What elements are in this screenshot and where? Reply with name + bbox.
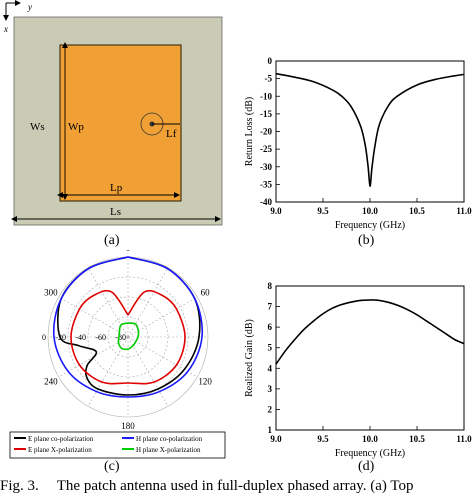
x-tick-label: 9.5 — [317, 434, 329, 444]
ls-label: Ls — [110, 206, 121, 218]
panel-a-label: (a) — [104, 233, 120, 248]
x-tick-label: 10.5 — [409, 434, 425, 444]
y-tick-label: 2 — [268, 404, 273, 414]
data-line — [275, 299, 465, 365]
figure-caption: Fig. 3. The patch antenna used in full-du… — [0, 478, 474, 495]
y-tick-label: 0 — [268, 56, 273, 66]
lp-label: Lp — [110, 182, 123, 194]
polar-spoke — [127, 296, 198, 338]
wp-label: Wp — [68, 121, 84, 133]
data-line — [275, 72, 465, 187]
y-tick-label: 6 — [268, 322, 273, 332]
polar-spoke — [58, 296, 129, 338]
return-loss-chart: (b) 9.0 9.5 10.0 10.5 11.0 0 -5 -10 -15 -20 -25 -30… — [244, 56, 472, 248]
x-axis-title: Frequency (GHz) — [335, 448, 405, 459]
antenna-layout-diagram: x y Wp Ws Lf Lp Ls (a) — [3, 0, 223, 248]
angle-tick-label: 0 — [126, 250, 131, 253]
patch — [59, 44, 182, 202]
radial-tick-label: -80 — [115, 333, 126, 342]
polar-series-line — [56, 256, 201, 396]
angle-tick-label: 240 — [44, 377, 58, 387]
plot-frame — [275, 285, 465, 431]
y-tick-label: 4 — [268, 363, 273, 373]
angle-tick-label: 60 — [201, 288, 211, 298]
y-tick-label: 7 — [268, 302, 273, 312]
angle-tick-label: 300 — [44, 288, 58, 298]
y-tick-label: -5 — [265, 74, 273, 84]
x-axis-label: x — [3, 24, 8, 34]
x-tick-label: 11.0 — [456, 206, 472, 216]
y-tick-label: -35 — [260, 179, 272, 189]
legend-entry: E plane co-polarization — [28, 435, 94, 443]
y-tick-label: -10 — [260, 91, 272, 101]
x-tick-label: 9.0 — [270, 206, 282, 216]
y-tick-label: -30 — [260, 162, 272, 172]
polar-series-line — [117, 322, 140, 351]
polar-series-line — [52, 256, 204, 398]
ws-label: Ws — [30, 121, 45, 133]
x-tick-label: 9.5 — [317, 206, 329, 216]
y-tick-label: -20 — [260, 127, 272, 137]
x-tick-label: 9.0 — [270, 434, 282, 444]
y-tick-label: 3 — [268, 384, 273, 394]
radial-tick-label: -40 — [75, 333, 86, 342]
y-axis-title: Realized Gain (dB) — [244, 319, 255, 397]
legend-entry: H plane X-polarization — [136, 446, 201, 454]
realized-gain-chart: (d) 9.0 9.5 10.0 10.5 11.0 1 2 3 4 5 6 7 8 Frequency … — [244, 281, 472, 474]
angle-tick-label: 120 — [198, 377, 212, 387]
y-tick-label: 8 — [268, 281, 273, 291]
polar-spoke — [87, 267, 129, 338]
y-tick-label: -15 — [260, 109, 272, 119]
radial-tick-label: 0 — [42, 333, 46, 342]
y-tick-label: -40 — [260, 197, 272, 207]
polar-series-line — [70, 289, 186, 385]
legend-entry: E plane X-polarization — [28, 446, 92, 454]
legend-entry: H plane co-polarization — [136, 435, 203, 443]
x-axis-title: Frequency (GHz) — [335, 220, 405, 231]
panel-c-label: (c) — [104, 459, 120, 474]
radiation-pattern-chart: (c) 0601201802403000-20-40-60-80E plane … — [9, 250, 226, 474]
caption-figure-number: Fig. 3. — [0, 478, 39, 494]
y-axis-label: y — [27, 2, 32, 12]
y-tick-label: 5 — [268, 343, 273, 353]
x-tick-label: 10.0 — [362, 206, 378, 216]
polar-spoke — [127, 267, 169, 338]
polar-spoke — [127, 336, 198, 378]
panel-b-label: (b) — [358, 233, 375, 248]
angle-tick-label: 180 — [121, 421, 135, 431]
y-tick-label: 1 — [268, 425, 273, 435]
x-tick-label: 10.0 — [362, 434, 378, 444]
legend-box — [9, 431, 226, 459]
x-tick-label: 10.5 — [409, 206, 425, 216]
y-axis-title: Return Loss (dB) — [244, 97, 255, 166]
caption-text: The patch antenna used in full-duplex ph… — [56, 478, 414, 494]
radial-tick-label: -60 — [95, 333, 106, 342]
panel-d-label: (d) — [358, 459, 375, 474]
lf-label: Lf — [166, 128, 177, 140]
y-tick-label: -25 — [260, 144, 272, 154]
polar-spoke — [127, 336, 169, 407]
x-tick-label: 11.0 — [456, 434, 472, 444]
